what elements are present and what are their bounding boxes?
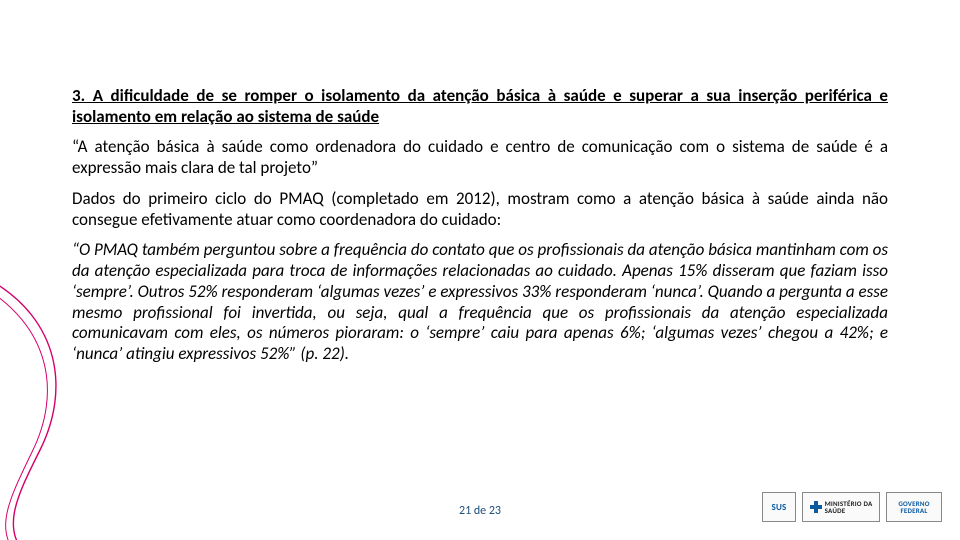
slide: 3. A dificuldade de se romper o isolamen… (0, 0, 960, 540)
decorative-curve (0, 280, 100, 540)
logo-governo-federal: GOVERNO FEDERAL (886, 492, 942, 522)
paragraph-quote-2: “O PMAQ também perguntou sobre a frequên… (72, 240, 888, 364)
logo-gov-line2: FEDERAL (901, 507, 928, 514)
paragraph-quote-1: “A atenção básica à saúde como ordenador… (72, 137, 888, 178)
logo-ms-line2: SAÚDE (825, 507, 873, 514)
logo-sus-text: SUS (772, 503, 787, 512)
logo-sus: SUS (762, 492, 796, 522)
logo-ministerio-saude: MINISTÉRIO DA SAÚDE (802, 492, 880, 522)
content-block: 3. A dificuldade de se romper o isolamen… (72, 86, 888, 375)
footer-logos: SUS MINISTÉRIO DA SAÚDE GOVERNO FEDERAL (762, 492, 942, 522)
cross-icon (810, 501, 822, 513)
paragraph-data-intro: Dados do primeiro ciclo do PMAQ (complet… (72, 189, 888, 230)
section-heading: 3. A dificuldade de se romper o isolamen… (72, 86, 888, 127)
